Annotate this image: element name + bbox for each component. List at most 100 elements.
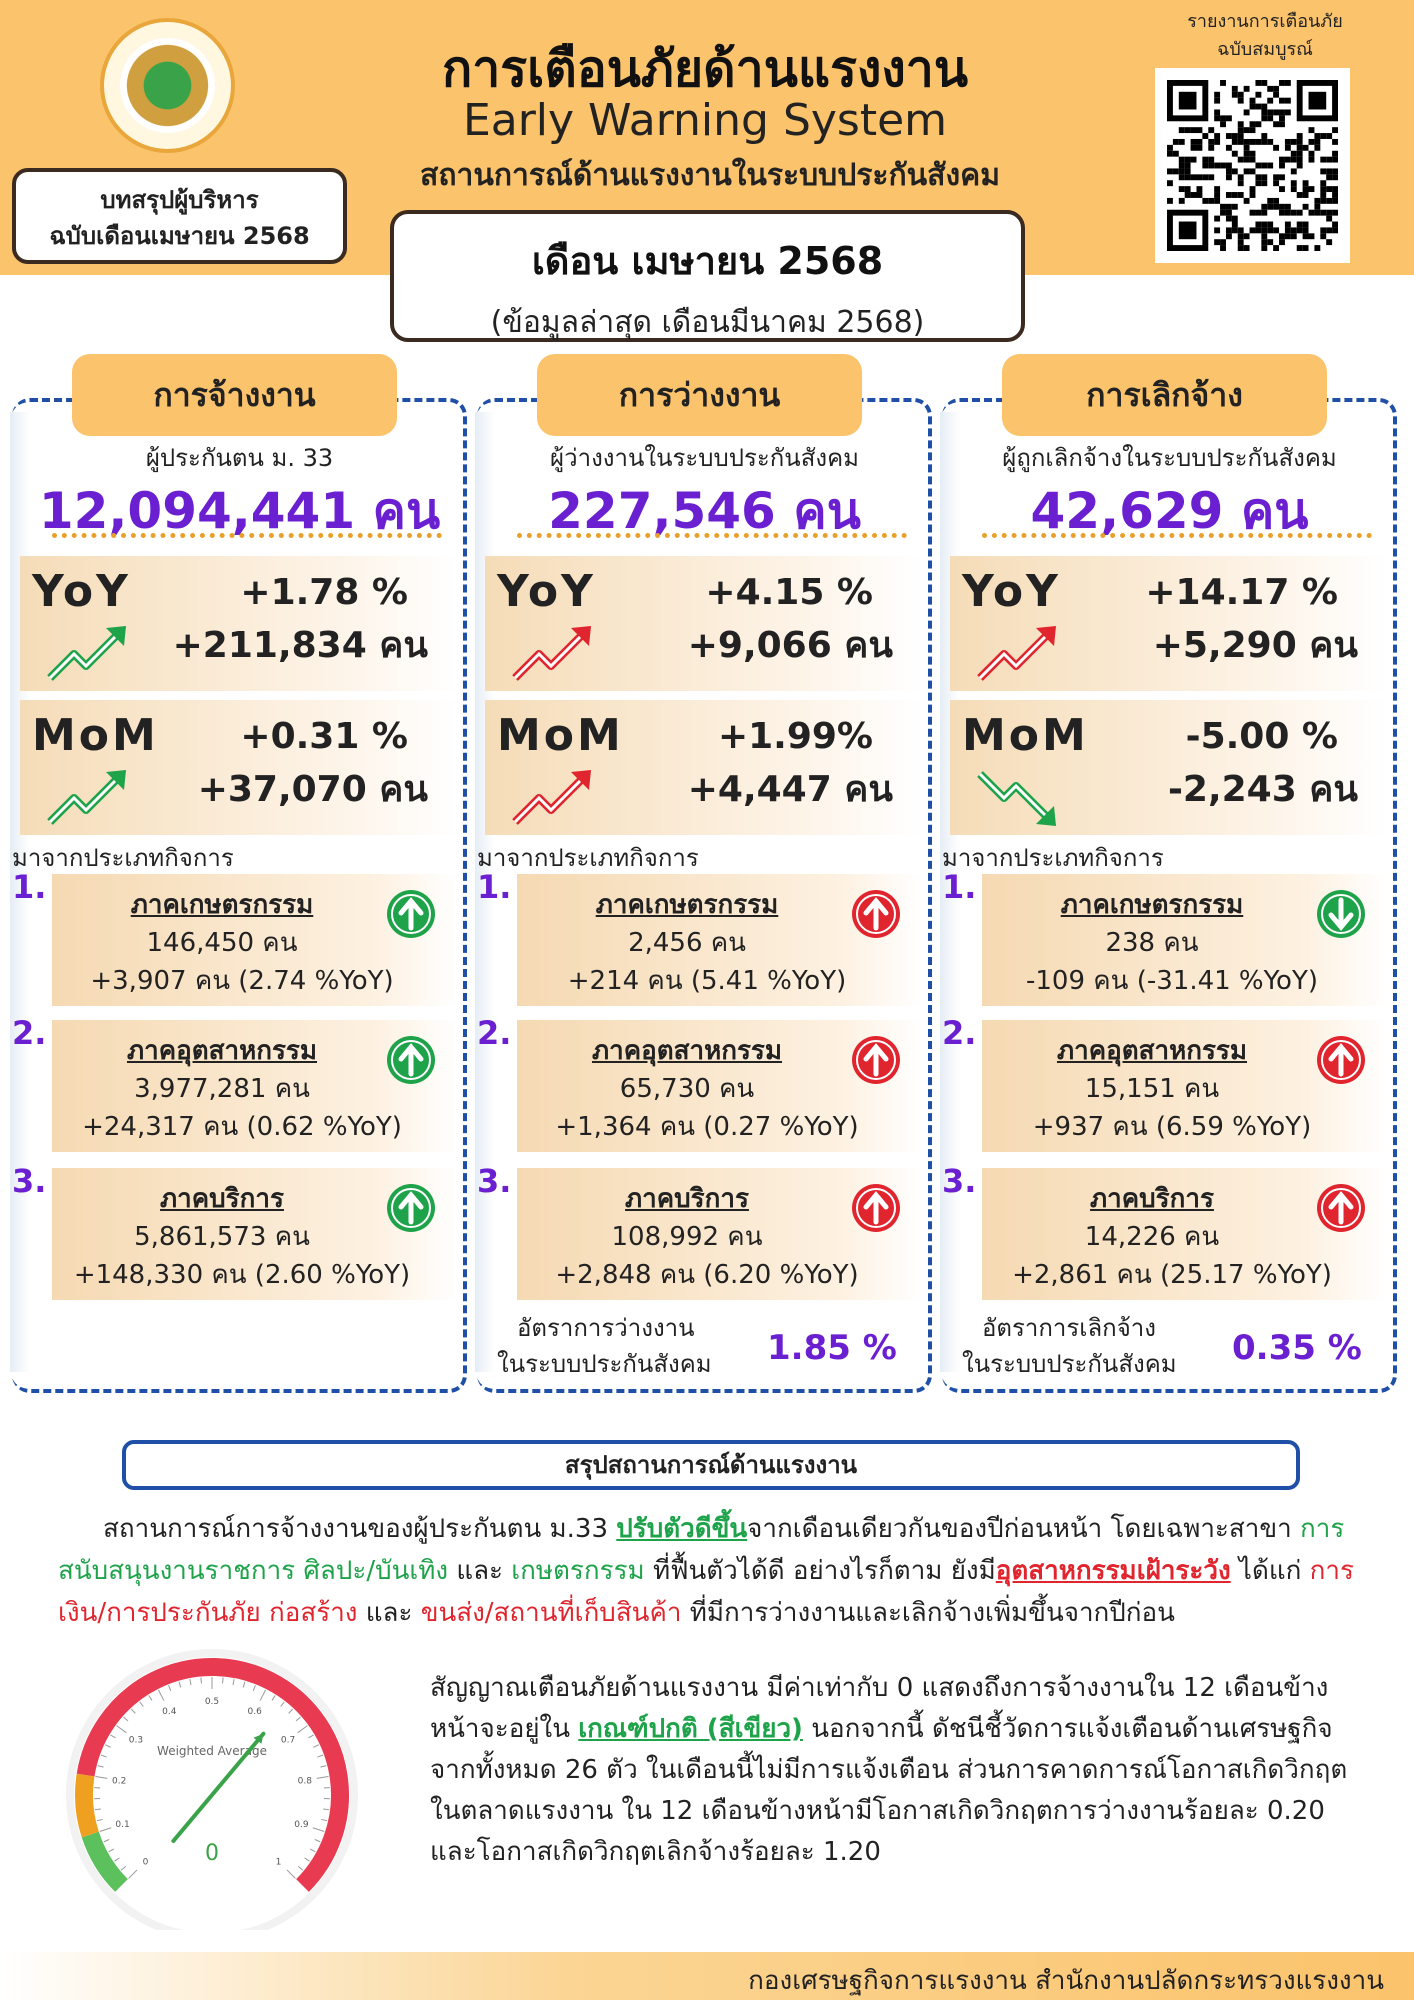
yoy-percent: +4.15 % — [705, 572, 873, 613]
sector-change: +24,317 คน (0.62 %YoY) — [52, 1106, 432, 1147]
yoy-count: +211,834 คน — [173, 616, 428, 673]
sector-count: 238 คน — [982, 922, 1322, 963]
svg-text:0: 0 — [205, 1841, 219, 1866]
rate-label: อัตราการว่างงานในระบบประกันสังคม — [497, 1310, 712, 1382]
dotted-divider — [52, 533, 442, 538]
sector-number: 1. — [942, 868, 976, 906]
mom-percent: +1.99% — [718, 716, 873, 757]
sector-name: ภาคเกษตรกรรม — [982, 884, 1322, 925]
arrow-up-red-icon — [850, 1182, 902, 1234]
svg-text:0: 0 — [143, 1857, 149, 1867]
sector-name: ภาคบริการ — [517, 1178, 857, 1219]
sector-count: 5,861,573 คน — [52, 1216, 392, 1257]
arrow-up-green-icon — [385, 1034, 437, 1086]
sector-name: ภาคเกษตรกรรม — [517, 884, 857, 925]
svg-text:0.8: 0.8 — [298, 1776, 313, 1786]
svg-text:0.6: 0.6 — [248, 1707, 263, 1717]
mom-count: +4,447 คน — [688, 760, 893, 817]
sector-number: 3. — [12, 1162, 46, 1200]
dotted-divider — [982, 533, 1372, 538]
yoy-percent: +1.78 % — [240, 572, 408, 613]
svg-text:0.1: 0.1 — [115, 1820, 129, 1830]
yoy-count: +9,066 คน — [688, 616, 893, 673]
mom-label: MoM — [497, 710, 624, 761]
rate-value: 1.85 % — [767, 1328, 897, 1368]
executive-summary-badge: บทสรุปผู้บริหาร ฉบับเดือนเมษายน 2568 — [12, 168, 347, 264]
svg-text:0.7: 0.7 — [281, 1736, 295, 1746]
mom-percent: +0.31 % — [240, 716, 408, 757]
rate-label: อัตราการเลิกจ้างในระบบประกันสังคม — [962, 1310, 1177, 1382]
mom-count: +37,070 คน — [198, 760, 428, 817]
sector-name: ภาคอุตสาหกรรม — [517, 1030, 857, 1071]
sector-count: 65,730 คน — [517, 1068, 857, 1109]
footer-bar: กองเศรษฐกิจการแรงงาน สำนักงานปลัดกระทรวง… — [0, 1952, 1414, 2000]
report-month-box: เดือน เมษายน 2568 (ข้อมูลล่าสุด เดือนมีน… — [390, 210, 1025, 342]
header-banner: บทสรุปผู้บริหาร ฉบับเดือนเมษายน 2568 การ… — [0, 0, 1414, 275]
arrow-up-red-icon — [850, 1034, 902, 1086]
svg-text:0.4: 0.4 — [162, 1707, 177, 1717]
sector-change: +214 คน (5.41 %YoY) — [517, 960, 897, 1001]
sector-number: 3. — [477, 1162, 511, 1200]
sector-change: +148,330 คน (2.60 %YoY) — [52, 1254, 432, 1295]
sector-count: 14,226 คน — [982, 1216, 1322, 1257]
column-total: 12,094,441 คน — [12, 472, 467, 551]
trend-up-red-icon — [507, 762, 597, 832]
summary-title: สรุปสถานการณ์ด้านแรงงาน — [122, 1440, 1300, 1490]
qr-label-line-1: รายงานการเตือนภัย — [1150, 8, 1380, 36]
report-month: เดือน เมษายน 2568 — [394, 230, 1021, 291]
sector-number: 2. — [12, 1014, 46, 1052]
page-subtitle: สถานการณ์ด้านแรงงานในระบบประกันสังคม — [360, 152, 1060, 199]
trend-down-green-icon — [972, 762, 1062, 832]
ministry-logo-icon — [100, 18, 235, 153]
sector-change: +3,907 คน (2.74 %YoY) — [52, 960, 432, 1001]
mom-label: MoM — [32, 710, 159, 761]
yoy-label: YoY — [32, 566, 131, 617]
arrow-up-green-icon — [385, 888, 437, 940]
rate-label-line-2: ในระบบประกันสังคม — [962, 1346, 1177, 1382]
sector-name: ภาคอุตสาหกรรม — [52, 1030, 392, 1071]
trend-up-red-icon — [972, 618, 1062, 688]
column-tab: การเลิกจ้าง — [1002, 354, 1327, 436]
mom-count: -2,243 คน — [1168, 760, 1358, 817]
column-2: การเลิกจ้างผู้ถูกเลิกจ้างในระบบประกันสัง… — [942, 398, 1397, 1398]
arrow-down-green-icon — [1315, 888, 1367, 940]
rate-label-line-1: อัตราการเลิกจ้าง — [962, 1310, 1177, 1346]
yoy-percent: +14.17 % — [1145, 572, 1338, 613]
qr-label-line-2: ฉบับสมบูรณ์ — [1150, 36, 1380, 64]
footer-agency: กองเศรษฐกิจการแรงงาน สำนักงานปลัดกระทรวง… — [748, 1960, 1384, 2001]
trend-up-red-icon — [507, 618, 597, 688]
qr-label: รายงานการเตือนภัย ฉบับสมบูรณ์ — [1150, 8, 1380, 64]
column-total: 227,546 คน — [477, 472, 932, 551]
yoy-panel: YoY+4.15 %+9,066 คน — [485, 556, 923, 691]
trend-up-green-icon — [42, 762, 132, 832]
sector-change: +937 คน (6.59 %YoY) — [982, 1106, 1362, 1147]
rate-label-line-2: ในระบบประกันสังคม — [497, 1346, 712, 1382]
sector-change: +1,364 คน (0.27 %YoY) — [517, 1106, 897, 1147]
arrow-up-red-icon — [850, 888, 902, 940]
sector-number: 1. — [12, 868, 46, 906]
sector-number: 1. — [477, 868, 511, 906]
sector-count: 108,992 คน — [517, 1216, 857, 1257]
page-title-english: Early Warning System — [380, 95, 1030, 146]
qr-code-icon[interactable] — [1155, 68, 1350, 263]
sector-number: 2. — [942, 1014, 976, 1052]
gauge-description: สัญญาณเตือนภัยด้านแรงงาน มีค่าเท่ากับ 0 … — [430, 1668, 1360, 1873]
svg-text:1: 1 — [276, 1857, 282, 1867]
sector-name: ภาคบริการ — [52, 1178, 392, 1219]
mom-panel: MoM +0.31 %+37,070 คน — [20, 700, 458, 835]
sector-number: 3. — [942, 1162, 976, 1200]
sector-count: 146,450 คน — [52, 922, 392, 963]
yoy-label: YoY — [962, 566, 1061, 617]
arrow-up-green-icon — [385, 1182, 437, 1234]
exec-line-2: ฉบับเดือนเมษายน 2568 — [16, 218, 343, 254]
yoy-panel: YoY +1.78 %+211,834 คน — [20, 556, 458, 691]
